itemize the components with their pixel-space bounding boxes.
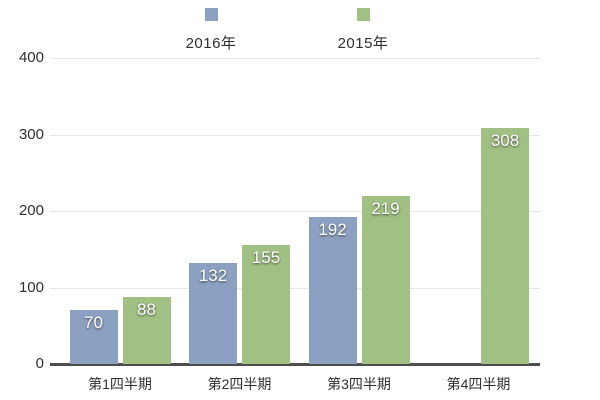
bar-2016年-q1: 70 [69,310,118,364]
x-tick-label-q1: 第1四半期 [88,376,152,392]
legend-label-2016: 2016年 [185,35,237,52]
bar-2015年-q1: 88 [122,297,171,364]
legend-label-2015: 2015年 [337,35,389,52]
legend-swatch-2016 [204,8,218,21]
legend-item-2016: 2016年 [151,8,271,53]
y-tick-label-100: 100 [18,278,44,296]
y-tick-label-300: 300 [18,125,44,143]
x-tick-label-q4: 第4四半期 [446,376,511,392]
legend: 2016年 2015年 [0,8,600,54]
bar-value-label: 192 [318,220,347,239]
bar-2016年-q3: 192 [308,217,357,364]
y-tick-label-0: 0 [35,355,44,372]
x-axis-line [50,363,540,366]
gridline-100 [50,287,540,289]
x-tick-label-q2: 第2四半期 [207,376,272,392]
gridline-200 [50,211,540,212]
bar-value-label: 308 [490,131,520,150]
x-tick-label-q3: 第3四半期 [327,376,391,392]
legend-swatch-2015 [356,8,370,21]
gridline-400 [50,58,540,59]
bar-2016年-q2: 132 [189,263,237,364]
bar-2015年-q2: 155 [242,245,290,364]
bar-value-label: 132 [198,266,228,285]
bar-2015年-q3: 219 [361,196,410,364]
y-tick-label-400: 400 [18,49,44,66]
bar-value-label: 219 [371,199,400,218]
y-tick-label-200: 200 [18,202,44,219]
gridline-300 [50,134,540,136]
bar-2015年-q4: 308 [481,128,529,364]
bar-value-label: 88 [137,300,156,319]
legend-item-2015: 2015年 [303,8,423,53]
bar-value-label: 155 [251,248,281,267]
bar-value-label: 70 [84,313,103,332]
